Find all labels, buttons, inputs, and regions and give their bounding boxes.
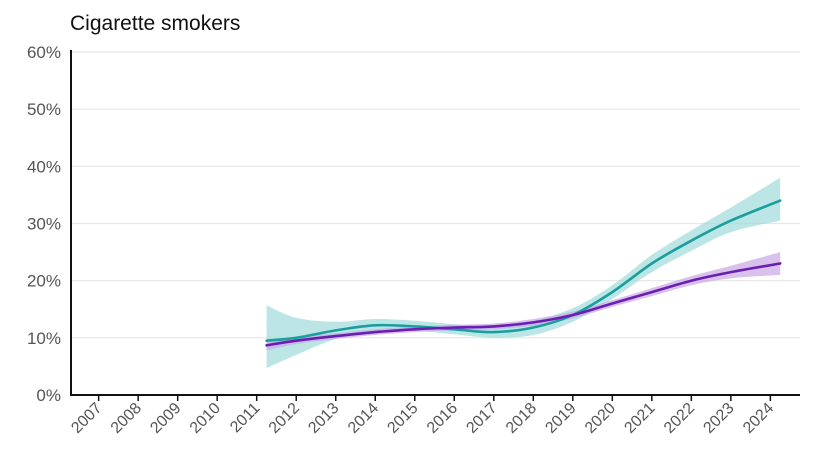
x-tick-label: 2009 bbox=[147, 400, 184, 437]
y-tick-label: 20% bbox=[27, 272, 61, 291]
x-tick-label: 2022 bbox=[661, 400, 698, 437]
band-layer bbox=[266, 177, 781, 369]
axis-layer bbox=[70, 50, 800, 401]
y-tick-labels: 0% 10% 20% 30% 40% 50% 60% bbox=[27, 43, 61, 405]
y-tick-label: 0% bbox=[36, 386, 61, 405]
x-tick-label: 2014 bbox=[345, 400, 382, 437]
confidence-band-1 bbox=[266, 177, 781, 369]
x-tick-label: 2017 bbox=[463, 400, 500, 437]
x-tick-label: 2020 bbox=[582, 400, 619, 437]
x-tick-label: 2011 bbox=[227, 400, 263, 436]
grid-layer bbox=[71, 51, 800, 339]
x-tick-label: 2021 bbox=[621, 400, 658, 437]
series-line-2 bbox=[265, 262, 782, 347]
x-tick-labels: 2007 2008 2009 2010 2011 2012 2013 2014 2015 2016… bbox=[68, 400, 777, 437]
x-tick-label: 2012 bbox=[266, 400, 303, 437]
y-tick-label: 40% bbox=[27, 157, 61, 176]
y-tick-label: 10% bbox=[27, 329, 61, 348]
x-tick-label: 2024 bbox=[740, 400, 777, 437]
x-tick-label: 2010 bbox=[187, 400, 224, 437]
confidence-band-2 bbox=[266, 252, 781, 351]
y-tick-label: 60% bbox=[27, 43, 61, 62]
x-tick-label: 2007 bbox=[68, 400, 105, 437]
x-tick-label: 2013 bbox=[305, 400, 342, 437]
x-tick-label: 2023 bbox=[700, 400, 737, 437]
chart-title: Cigarette smokers bbox=[70, 12, 240, 35]
line-layer bbox=[265, 199, 782, 347]
x-tick-label: 2016 bbox=[424, 400, 461, 437]
x-tick-label: 2015 bbox=[384, 400, 421, 437]
x-tick-label: 2018 bbox=[503, 400, 540, 437]
series-line-1 bbox=[265, 199, 782, 342]
x-tick-label: 2019 bbox=[542, 400, 579, 437]
y-tick-label: 50% bbox=[27, 100, 61, 119]
y-tick-label: 30% bbox=[27, 215, 61, 234]
x-tick-label: 2008 bbox=[108, 400, 145, 437]
